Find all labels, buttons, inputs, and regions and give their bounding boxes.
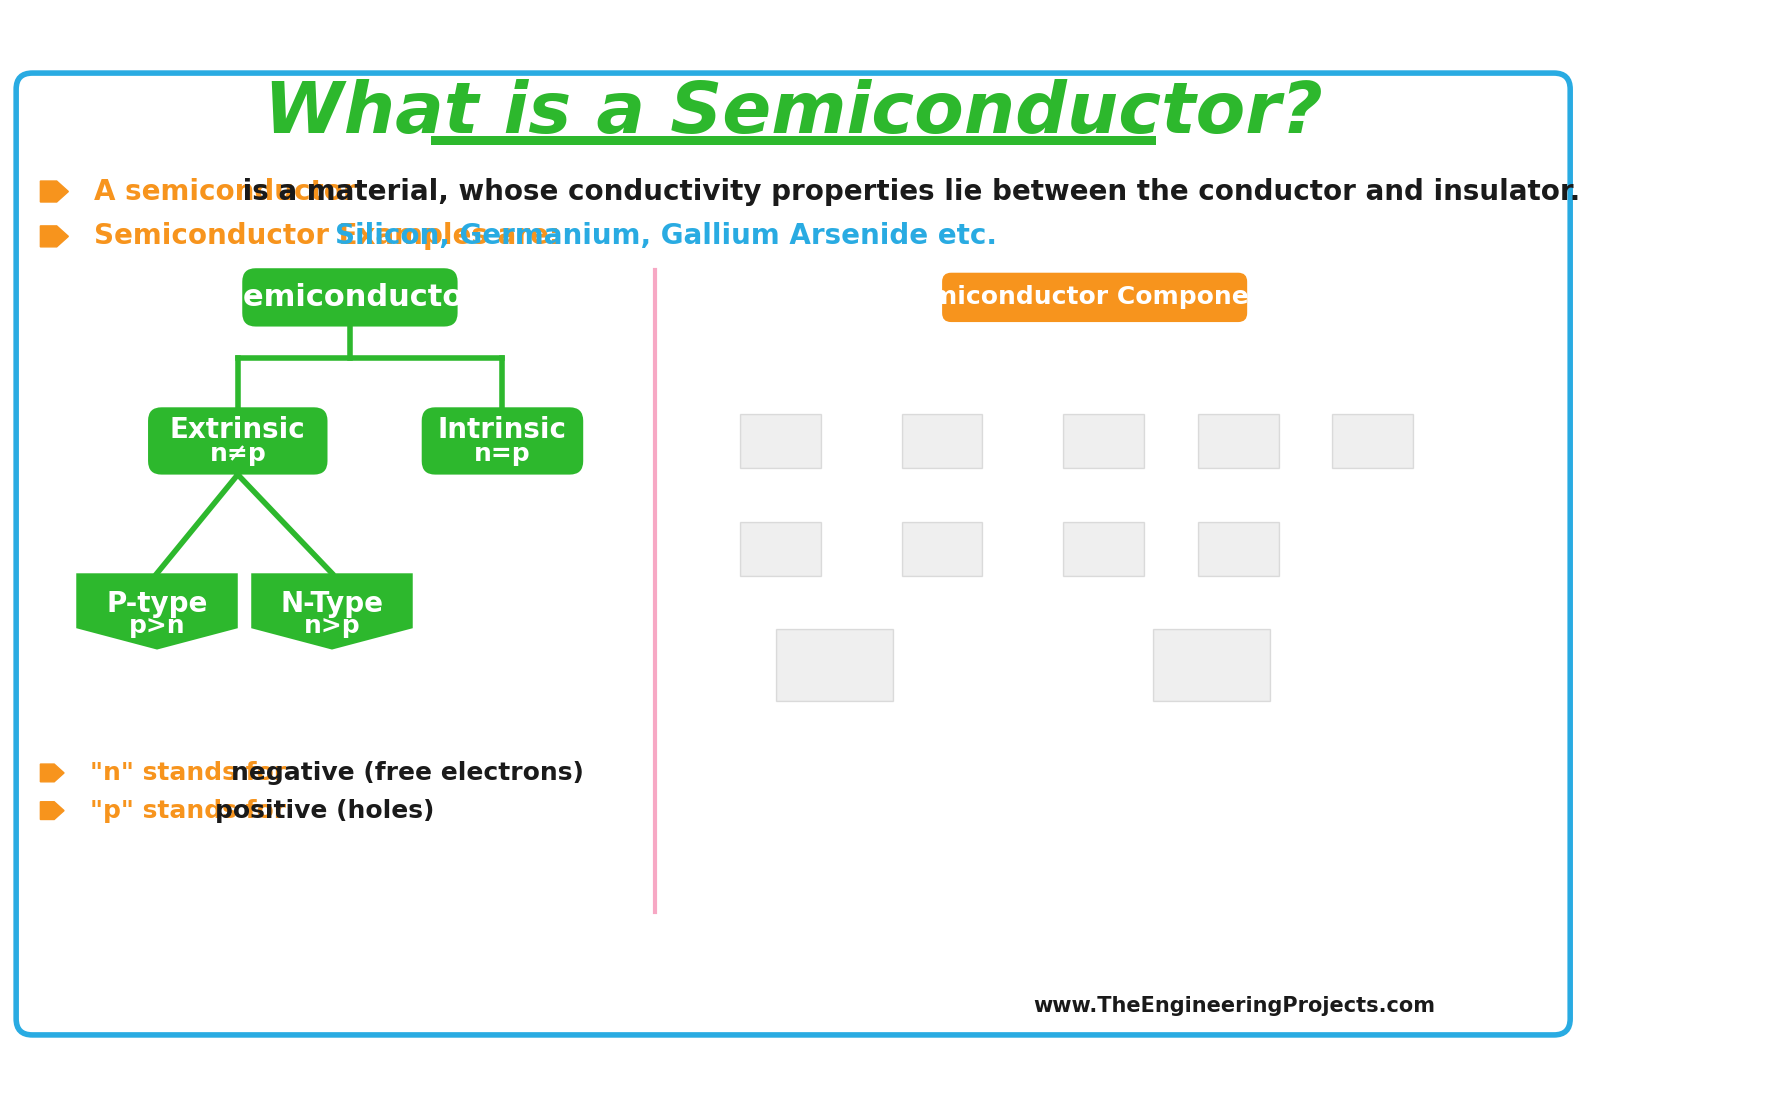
Text: A semiconductor: A semiconductor: [94, 177, 357, 205]
FancyArrow shape: [41, 765, 64, 782]
Text: is a material, whose conductivity properties lie between the conductor and insul: is a material, whose conductivity proper…: [233, 177, 1581, 205]
FancyBboxPatch shape: [902, 522, 983, 575]
Text: p>n: p>n: [129, 614, 186, 638]
Text: n=p: n=p: [474, 442, 530, 466]
FancyBboxPatch shape: [423, 408, 583, 474]
FancyArrow shape: [41, 802, 64, 820]
Text: Semiconductor Examples are:: Semiconductor Examples are:: [94, 223, 569, 250]
FancyBboxPatch shape: [431, 136, 1156, 145]
Text: Semiconductor: Semiconductor: [221, 283, 479, 311]
FancyBboxPatch shape: [242, 268, 458, 327]
FancyBboxPatch shape: [741, 414, 820, 468]
Text: P-type: P-type: [106, 591, 207, 618]
FancyBboxPatch shape: [942, 273, 1246, 322]
Text: www.TheEngineeringProjects.com: www.TheEngineeringProjects.com: [1034, 996, 1436, 1016]
Text: positive (holes): positive (holes): [216, 799, 435, 822]
Text: N-Type: N-Type: [281, 591, 384, 618]
FancyBboxPatch shape: [149, 408, 327, 474]
FancyBboxPatch shape: [1333, 414, 1413, 468]
FancyBboxPatch shape: [1063, 522, 1144, 575]
FancyBboxPatch shape: [1199, 522, 1278, 575]
Text: "p" stands for: "p" stands for: [90, 799, 295, 822]
Polygon shape: [76, 573, 237, 649]
FancyArrow shape: [41, 226, 69, 247]
Text: Silicon, Germanium, Gallium Arsenide etc.: Silicon, Germanium, Gallium Arsenide etc…: [334, 223, 997, 250]
FancyBboxPatch shape: [16, 73, 1570, 1035]
Text: n≠p: n≠p: [209, 442, 267, 466]
Text: What is a Semiconductor?: What is a Semiconductor?: [263, 79, 1322, 148]
Text: n>p: n>p: [304, 614, 361, 638]
Text: Extrinsic: Extrinsic: [170, 417, 306, 444]
FancyArrow shape: [41, 181, 69, 202]
FancyBboxPatch shape: [1153, 629, 1269, 701]
FancyBboxPatch shape: [741, 522, 820, 575]
Text: "n" stands for: "n" stands for: [90, 761, 295, 784]
FancyBboxPatch shape: [1199, 414, 1278, 468]
Text: negative (free electrons): negative (free electrons): [232, 761, 585, 784]
FancyBboxPatch shape: [902, 414, 983, 468]
FancyBboxPatch shape: [1063, 414, 1144, 468]
Text: Semiconductor Components: Semiconductor Components: [896, 286, 1294, 309]
Polygon shape: [251, 573, 412, 649]
Text: Intrinsic: Intrinsic: [438, 417, 568, 444]
FancyBboxPatch shape: [776, 629, 893, 701]
